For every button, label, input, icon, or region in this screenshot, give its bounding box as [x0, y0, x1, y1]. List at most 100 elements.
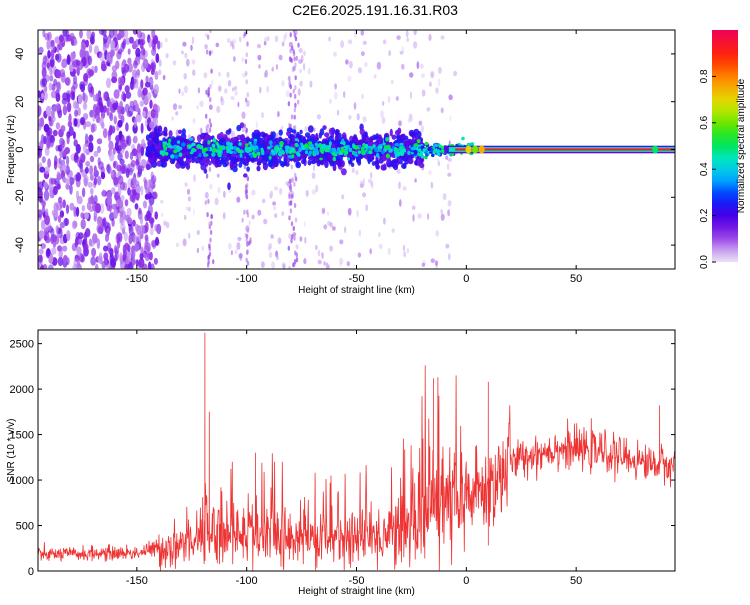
heatmap-cell	[268, 140, 273, 145]
heatmap-cell	[357, 252, 362, 258]
heatmap-cell	[412, 214, 415, 222]
heatmap-cell	[320, 146, 324, 150]
heatmap-cell	[417, 213, 422, 219]
heatmap-cell	[206, 212, 209, 218]
heatmap-cell	[68, 113, 72, 124]
heatmap-cell	[321, 207, 326, 215]
heatmap-cell	[244, 97, 248, 103]
heatmap-cell	[43, 85, 48, 93]
heatmap-cell	[389, 128, 393, 137]
heatmap-cell	[44, 208, 49, 216]
heatmap-cell	[128, 36, 134, 44]
heatmap-cell	[289, 32, 292, 38]
heatmap-cell	[154, 211, 158, 220]
heatmap-cell	[401, 163, 407, 169]
heatmap-cell	[103, 252, 109, 260]
heatmap-cell	[299, 68, 302, 74]
heatmap-cell	[449, 115, 452, 122]
heatmap-cell	[110, 257, 117, 268]
heatmap-cell	[236, 196, 241, 203]
heatmap-cell	[45, 105, 52, 117]
heatmap-cell	[75, 173, 79, 182]
heatmap-cell	[173, 149, 178, 154]
heatmap-cell	[152, 191, 158, 200]
heatmap-cell	[325, 155, 332, 161]
heatmap-cell	[285, 145, 290, 151]
heatmap-cell	[313, 164, 316, 171]
heatmap-cell	[51, 247, 57, 255]
heatmap-cell	[218, 150, 222, 154]
heatmap-cell	[125, 122, 129, 132]
heatmap-cell	[118, 30, 125, 39]
heatmap-cell	[207, 254, 210, 260]
heatmap-cell	[437, 66, 442, 74]
heatmap-cell	[186, 58, 190, 67]
heatmap-cell	[93, 94, 97, 102]
heatmap-cell	[211, 79, 214, 86]
heatmap-cell	[289, 208, 293, 214]
heatmap-cell	[209, 84, 212, 90]
heatmap-cell	[44, 166, 50, 175]
heatmap-cell	[271, 66, 275, 72]
heatmap-cell	[262, 162, 268, 171]
y-tick-label: 1500	[10, 430, 34, 442]
heatmap-cell	[80, 219, 86, 230]
heatmap-cell	[162, 74, 166, 81]
heatmap-cell	[109, 124, 113, 136]
heatmap-cell	[148, 217, 155, 224]
heatmap-cell	[360, 30, 365, 36]
heatmap-cell	[208, 127, 212, 133]
heatmap-cell	[153, 36, 158, 45]
heatmap-cell	[178, 104, 182, 110]
heatmap-cell	[329, 98, 332, 104]
heatmap-cell	[148, 179, 153, 189]
heatmap-cell	[320, 149, 324, 154]
heatmap-cell	[399, 142, 404, 146]
heatmap-cell	[398, 181, 401, 190]
heatmap-cell	[402, 186, 407, 191]
heatmap-cell	[226, 71, 230, 78]
heatmap-cell	[80, 117, 85, 125]
heatmap-cell	[71, 220, 77, 230]
heatmap-cell	[382, 101, 385, 106]
heatmap-cell	[289, 92, 292, 98]
heatmap-cell	[196, 229, 200, 236]
heatmap-cell	[149, 146, 154, 152]
heatmap-cell	[409, 91, 412, 100]
heatmap-cell	[420, 63, 424, 70]
heatmap-cell	[298, 59, 303, 64]
heatmap-cell	[260, 149, 265, 153]
heatmap-cell	[62, 105, 68, 116]
x-tick-label: -150	[126, 575, 148, 587]
heatmap-cell	[288, 215, 291, 221]
heatmap-cell	[68, 126, 74, 137]
heatmap-cell	[305, 189, 309, 197]
heatmap-cell	[205, 49, 209, 55]
heatmap-cell	[204, 191, 209, 199]
heatmap-cell	[44, 224, 51, 232]
heatmap-cell	[277, 111, 280, 118]
heatmap-cell	[223, 134, 228, 140]
heatmap-cell	[294, 142, 299, 147]
heatmap-cell	[323, 224, 328, 230]
heatmap-cell	[188, 145, 192, 149]
heatmap-cell	[54, 155, 58, 166]
heatmap-cell	[72, 81, 78, 90]
heatmap-cell	[413, 149, 418, 154]
heatmap-cell	[446, 163, 450, 171]
heatmap-cell	[294, 176, 298, 182]
heatmap-cell	[193, 174, 197, 183]
heatmap-cell	[144, 240, 148, 250]
heatmap-cell	[274, 186, 278, 191]
heatmap-cell	[399, 151, 405, 157]
heatmap-cell	[139, 224, 145, 235]
heatmap-cell	[390, 79, 394, 84]
heatmap-cell	[291, 177, 295, 183]
heatmap-cell	[226, 141, 231, 146]
x-tick-label: 50	[570, 575, 582, 587]
heatmap-cell	[164, 37, 168, 43]
heatmap-cell	[200, 132, 206, 140]
heatmap-cell	[346, 261, 351, 267]
heatmap-cell	[207, 198, 210, 204]
y-tick-label: 0	[14, 146, 26, 152]
